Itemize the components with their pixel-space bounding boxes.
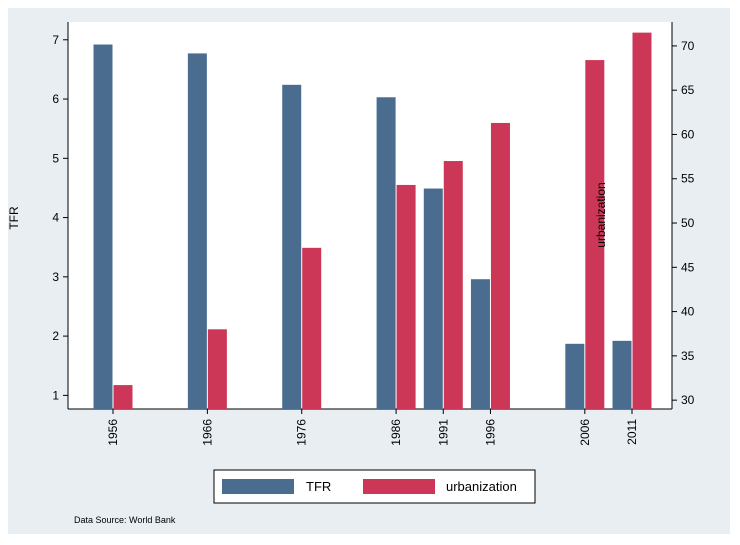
y-axis-right-title: urbanization [594, 182, 608, 247]
legend-swatch-urbanization [363, 479, 435, 494]
bar-urbanization-1996 [490, 122, 510, 410]
y-left-tick-label: 6 [52, 92, 59, 106]
y-right-tick-label: 30 [681, 393, 695, 407]
x-tick-label: 1986 [389, 419, 403, 446]
bar-urbanization-1976 [302, 247, 322, 409]
y-left-tick-label: 3 [52, 270, 59, 284]
bar-urbanization-1991 [443, 161, 463, 409]
y-left-tick-label: 4 [52, 211, 59, 225]
bar-urbanization-2006 [585, 60, 605, 410]
x-tick-label: 1976 [295, 419, 309, 446]
y-right-tick-label: 50 [681, 216, 695, 230]
y-left-tick-label: 2 [52, 329, 59, 343]
x-tick-label: 1991 [436, 419, 450, 446]
y-right-tick-label: 55 [681, 172, 695, 186]
y-right-tick-label: 60 [681, 127, 695, 141]
bar-urbanization-1966 [207, 329, 227, 409]
x-tick-label: 1996 [483, 419, 497, 446]
bar-tfr-2011 [612, 340, 632, 409]
y-left-tick-label: 7 [52, 33, 59, 47]
y-right-tick-label: 70 [681, 39, 695, 53]
y-right-tick-label: 65 [681, 83, 695, 97]
bar-urbanization-2011 [632, 32, 652, 409]
x-tick-label: 1966 [200, 419, 214, 446]
x-tick-label: 2011 [625, 419, 639, 445]
y-right-tick-label: 35 [681, 349, 695, 363]
legend: TFR urbanization [213, 469, 536, 504]
bar-tfr-1991 [423, 188, 443, 409]
bar-urbanization-1986 [396, 184, 416, 409]
bar-tfr-1986 [376, 97, 396, 409]
x-tick-label: 1956 [106, 419, 120, 446]
y-left-tick-label: 1 [52, 388, 59, 402]
bar-tfr-2006 [565, 343, 585, 409]
y-right-tick-label: 40 [681, 305, 695, 319]
y-axis-left-title: TFR [7, 206, 21, 230]
bar-urbanization-1956 [113, 385, 133, 409]
bar-tfr-1976 [282, 84, 302, 409]
data-source-note: Data Source: World Bank [74, 515, 176, 525]
bar-tfr-1996 [470, 279, 490, 409]
y-right-tick-label: 45 [681, 260, 695, 274]
bar-tfr-1956 [93, 44, 113, 409]
bar-tfr-1966 [187, 53, 207, 410]
x-tick-label: 2006 [578, 419, 592, 446]
legend-swatch-tfr [222, 479, 294, 494]
legend-label-urbanization: urbanization [446, 479, 517, 494]
legend-label-tfr: TFR [306, 479, 331, 494]
y-left-tick-label: 5 [52, 151, 59, 165]
